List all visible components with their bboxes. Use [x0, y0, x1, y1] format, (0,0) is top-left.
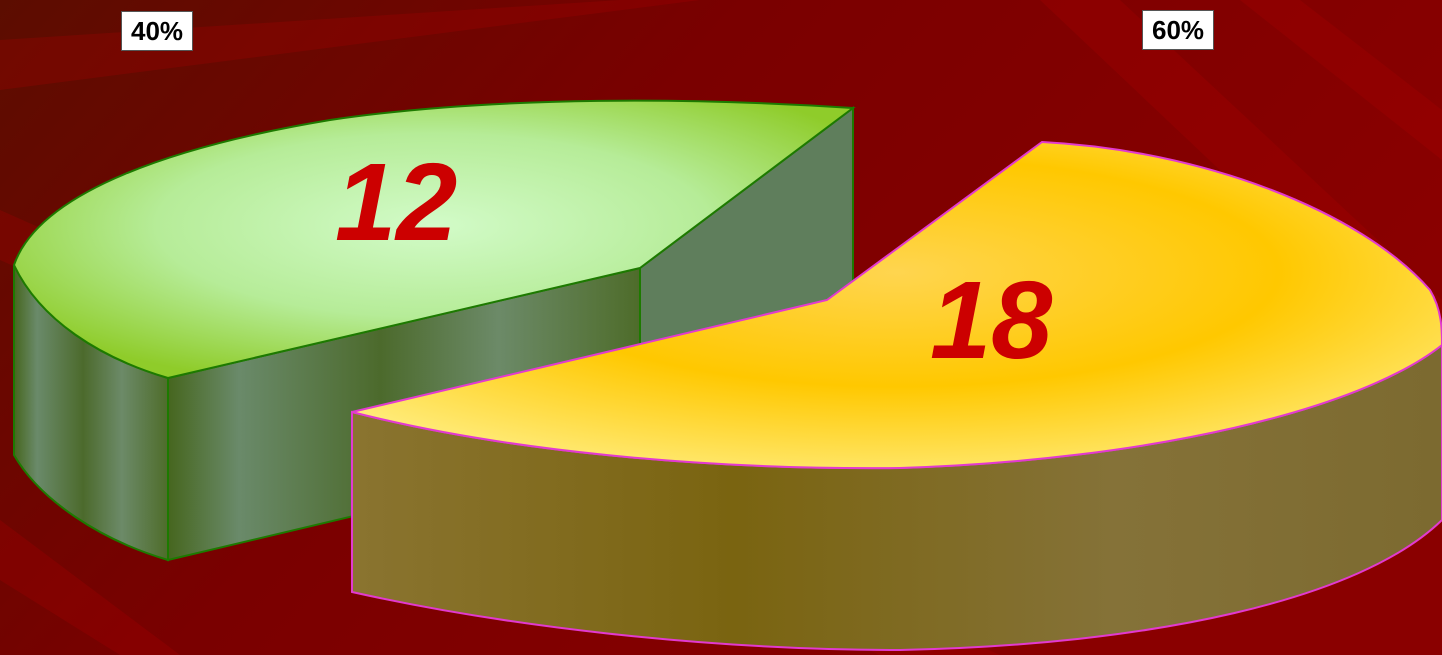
slice-2-percent-label: 60% — [1142, 10, 1215, 50]
slice-1-top — [12, 99, 856, 380]
slice-2-value-label: 18 — [930, 259, 1053, 382]
slice-2-top — [351, 140, 1442, 470]
slice-1-value-label: 12 — [335, 141, 457, 264]
slice-1-percent-label: 40% — [121, 11, 194, 51]
